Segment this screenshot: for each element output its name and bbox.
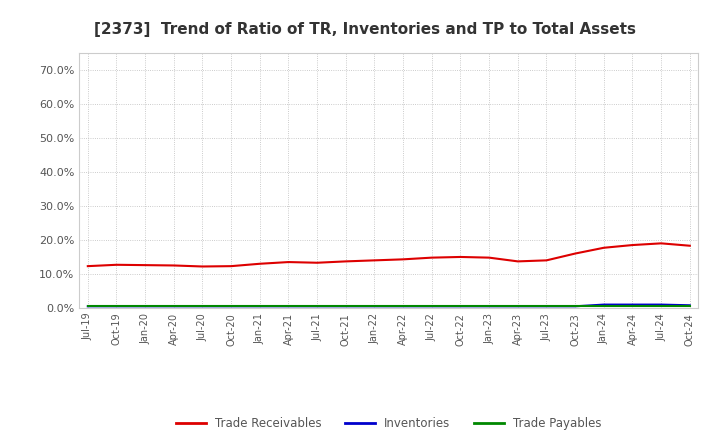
Trade Payables [571, 303, 580, 308]
Trade Receivables [600, 245, 608, 250]
Inventories [284, 304, 293, 309]
Trade Payables [84, 303, 92, 308]
Trade Payables [312, 303, 321, 308]
Trade Payables [341, 303, 350, 308]
Inventories [628, 302, 636, 307]
Trade Receivables [284, 260, 293, 265]
Trade Payables [428, 303, 436, 308]
Inventories [513, 304, 522, 309]
Line: Trade Receivables: Trade Receivables [88, 243, 690, 267]
Trade Payables [628, 303, 636, 308]
Inventories [600, 302, 608, 307]
Inventories [141, 304, 150, 309]
Trade Receivables [513, 259, 522, 264]
Trade Payables [198, 303, 207, 308]
Trade Receivables [685, 243, 694, 248]
Inventories [169, 304, 178, 309]
Trade Receivables [112, 262, 121, 268]
Trade Receivables [227, 264, 235, 269]
Inventories [571, 304, 580, 309]
Trade Receivables [84, 264, 92, 269]
Trade Receivables [141, 263, 150, 268]
Trade Payables [399, 303, 408, 308]
Trade Payables [657, 303, 665, 308]
Trade Receivables [399, 257, 408, 262]
Trade Receivables [485, 255, 493, 260]
Inventories [312, 304, 321, 309]
Inventories [399, 304, 408, 309]
Trade Payables [227, 303, 235, 308]
Inventories [370, 304, 379, 309]
Trade Payables [456, 303, 465, 308]
Trade Payables [112, 303, 121, 308]
Trade Receivables [657, 241, 665, 246]
Inventories [227, 304, 235, 309]
Trade Receivables [456, 254, 465, 260]
Line: Inventories: Inventories [88, 304, 690, 306]
Inventories [198, 304, 207, 309]
Trade Payables [513, 303, 522, 308]
Legend: Trade Receivables, Inventories, Trade Payables: Trade Receivables, Inventories, Trade Pa… [171, 412, 606, 435]
Trade Payables [256, 303, 264, 308]
Inventories [112, 304, 121, 309]
Trade Payables [370, 303, 379, 308]
Trade Receivables [169, 263, 178, 268]
Trade Receivables [370, 258, 379, 263]
Inventories [657, 302, 665, 307]
Trade Receivables [428, 255, 436, 260]
Trade Payables [284, 303, 293, 308]
Trade Payables [685, 303, 694, 308]
Text: [2373]  Trend of Ratio of TR, Inventories and TP to Total Assets: [2373] Trend of Ratio of TR, Inventories… [94, 22, 636, 37]
Trade Receivables [542, 258, 551, 263]
Inventories [542, 304, 551, 309]
Trade Payables [141, 303, 150, 308]
Trade Receivables [628, 242, 636, 248]
Inventories [485, 304, 493, 309]
Inventories [428, 304, 436, 309]
Inventories [341, 304, 350, 309]
Trade Receivables [198, 264, 207, 269]
Inventories [685, 303, 694, 308]
Trade Payables [169, 303, 178, 308]
Trade Receivables [341, 259, 350, 264]
Trade Receivables [312, 260, 321, 265]
Inventories [84, 304, 92, 309]
Trade Receivables [571, 251, 580, 256]
Trade Payables [542, 303, 551, 308]
Inventories [256, 304, 264, 309]
Trade Payables [485, 303, 493, 308]
Trade Receivables [256, 261, 264, 266]
Inventories [456, 304, 465, 309]
Trade Payables [600, 303, 608, 308]
